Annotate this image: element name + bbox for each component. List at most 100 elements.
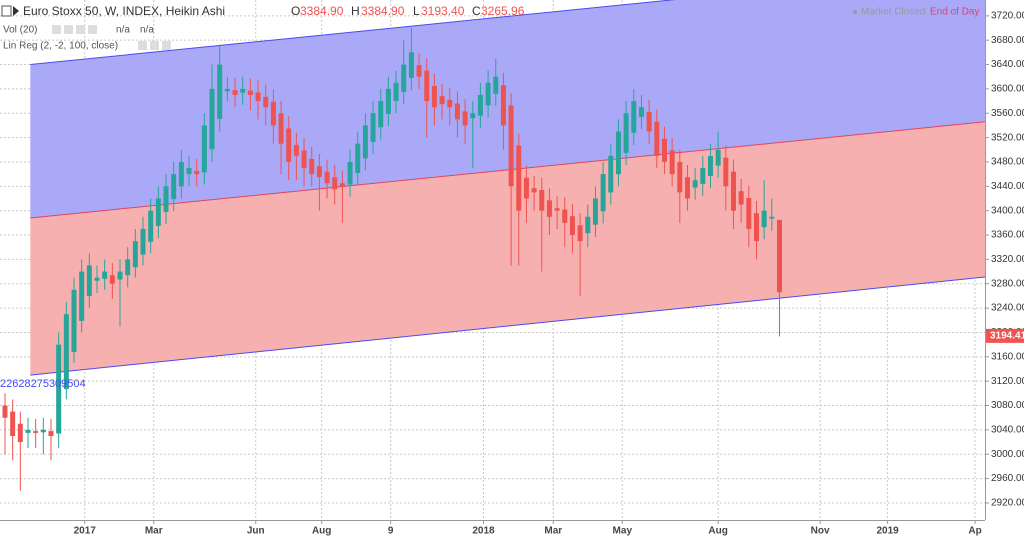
candle-body — [86, 265, 92, 296]
candle-body — [408, 52, 414, 78]
candle-body — [2, 405, 8, 418]
candle-body — [615, 131, 621, 175]
indicator-buttons[interactable] — [52, 25, 97, 34]
y-tick-label: 3080.00 — [991, 400, 1024, 411]
candle-body — [692, 180, 698, 188]
channel-fill — [30, 121, 985, 376]
candle-body — [17, 423, 23, 443]
candle-body — [263, 96, 269, 108]
candle-body — [554, 208, 560, 211]
button[interactable] — [162, 41, 171, 50]
channel-line — [30, 0, 676, 66]
candle-body — [577, 225, 583, 242]
x-tick-label: Nov — [811, 526, 830, 537]
candle-body — [562, 209, 568, 223]
y-tick-label: 3520.00 — [991, 132, 1024, 143]
button[interactable] — [64, 25, 73, 34]
candle-body — [638, 107, 644, 117]
indicator-name: Vol (20) — [3, 25, 37, 36]
candle-body — [278, 113, 284, 144]
candle-body — [186, 168, 192, 175]
last-price-box — [986, 328, 1024, 343]
candle-body — [79, 271, 85, 321]
x-tick-label: Aug — [312, 526, 331, 537]
y-tick-label: 3000.00 — [991, 449, 1024, 460]
indicator-value: n/a — [116, 25, 130, 36]
candle-body — [707, 155, 713, 176]
candle-body — [270, 101, 276, 126]
channel-line — [30, 276, 985, 376]
x-tick-label: Mar — [145, 526, 163, 537]
candle-body — [347, 161, 353, 185]
candle-body — [684, 177, 690, 199]
candle-body — [293, 144, 299, 156]
channel-fill — [30, 0, 985, 218]
y-tick-label: 3120.00 — [991, 376, 1024, 387]
candle-body — [94, 277, 100, 281]
candle-body — [355, 143, 361, 173]
candle-body — [332, 177, 338, 190]
y-tick-label: 3480.00 — [991, 157, 1024, 168]
candle-body — [654, 121, 660, 156]
candle-body — [776, 219, 782, 293]
status-dot — [853, 10, 857, 14]
x-tick-label: May — [613, 526, 633, 537]
market-status: Market Closed — [861, 7, 925, 18]
y-tick-label: 3600.00 — [991, 84, 1024, 95]
candle-body — [324, 171, 330, 184]
candle-body — [25, 429, 31, 433]
chart-title: Euro Stoxx 50, W, INDEX, Heikin Ashi — [23, 4, 225, 18]
ohlc-key: H — [351, 4, 360, 18]
icon — [13, 6, 19, 16]
candle-body — [240, 88, 246, 93]
x-tick-label: Aug — [708, 526, 727, 537]
ohlc-value: 3384.90 — [361, 4, 405, 18]
y-tick-label: 3160.00 — [991, 351, 1024, 362]
ohlc-key: C — [472, 4, 481, 18]
button[interactable] — [150, 41, 159, 50]
candle-body — [454, 103, 460, 120]
candle-body — [500, 85, 506, 126]
candle-body — [431, 85, 437, 108]
candle-body — [477, 94, 483, 116]
ohlc-key: O — [291, 4, 300, 18]
candle-body — [117, 271, 123, 280]
candle-body — [148, 210, 154, 242]
button[interactable] — [52, 25, 61, 34]
candle-body — [539, 189, 545, 211]
y-tick-label: 3320.00 — [991, 254, 1024, 265]
candle-body — [546, 200, 552, 217]
candle-body — [309, 158, 315, 175]
candle-body — [753, 213, 759, 242]
candle-body — [316, 166, 322, 178]
candle-body — [738, 191, 744, 205]
button[interactable] — [138, 41, 147, 50]
candle-body — [592, 198, 598, 225]
indicator-value: n/a — [140, 25, 154, 36]
candle-body — [71, 289, 77, 352]
candle-body — [585, 216, 591, 234]
candle-body — [232, 90, 238, 95]
channel-label: 22628275309504 — [0, 378, 86, 390]
candle-body — [715, 149, 721, 166]
candle-body — [631, 101, 637, 133]
button[interactable] — [88, 25, 97, 34]
button[interactable] — [76, 25, 85, 34]
x-tick-label: 9 — [388, 526, 394, 537]
candle-body — [416, 65, 422, 77]
candle-body — [102, 271, 108, 279]
candles — [2, 28, 782, 491]
channel-line — [30, 121, 985, 219]
candle-body — [669, 150, 675, 175]
candle-body — [178, 161, 184, 187]
candle-body — [730, 171, 736, 211]
candle-body — [109, 275, 115, 284]
indicator-buttons[interactable] — [138, 41, 171, 50]
candle-body — [677, 161, 683, 193]
candle-body — [378, 101, 384, 128]
y-tick-label: 2920.00 — [991, 498, 1024, 509]
candle-body — [769, 216, 775, 219]
candle-body — [439, 96, 445, 105]
candle-body — [132, 241, 138, 268]
candle-body — [247, 90, 253, 95]
